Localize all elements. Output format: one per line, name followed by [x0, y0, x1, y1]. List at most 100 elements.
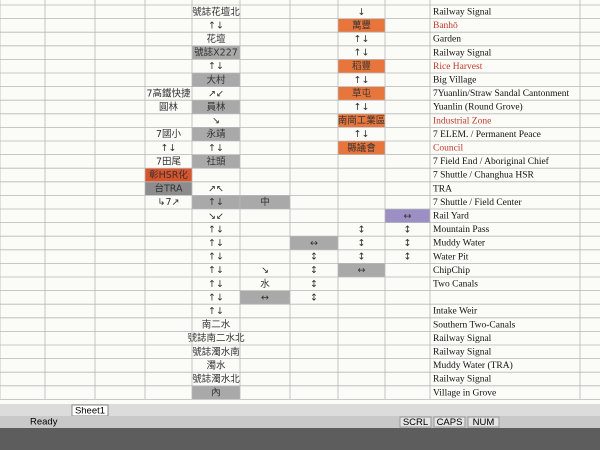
cell-text: ↕	[358, 252, 366, 263]
status-bar	[0, 416, 600, 428]
cell-text: ↔	[261, 292, 269, 303]
cell-text: Big Village	[433, 75, 476, 85]
cell-text: 縣議會	[347, 142, 376, 154]
cell-fill	[145, 181, 192, 196]
cell-text: Southern Two-Canals	[433, 320, 516, 330]
cell-fill	[192, 45, 240, 60]
cell-text: 員林	[206, 101, 226, 113]
cell-text: 號誌南二水北	[187, 332, 245, 344]
cell-fill	[338, 263, 385, 277]
cell-text: ↕	[358, 224, 366, 235]
cell-text: Muddy Water (TRA)	[433, 360, 513, 371]
cell-fill	[240, 290, 290, 305]
cell-text: ↔	[358, 265, 366, 276]
cell-text: ↕	[404, 224, 412, 235]
cell-text: 7Yuanlin/Straw Sandal Cantonment	[433, 89, 570, 99]
status-indicator: SCRL	[403, 417, 428, 428]
cell-text: TRA	[433, 184, 452, 194]
cell-text: ↑↓	[354, 129, 370, 140]
cell-text: Intake Weir	[433, 307, 478, 317]
status-indicator: CAPS	[437, 417, 463, 428]
sheet-tab-label[interactable]: Sheet1	[75, 406, 105, 417]
cell-text: 永靖	[206, 128, 226, 140]
cell-text: Railway Signal	[433, 48, 492, 58]
cell-text: ↕	[310, 252, 318, 263]
cell-text: 號誌X227	[194, 47, 238, 59]
cell-text: 草屯	[352, 87, 372, 99]
cell-text: 內	[211, 388, 221, 399]
cell-fill	[385, 209, 430, 223]
indicator-box	[433, 416, 466, 428]
cell-text: ↑↓	[354, 48, 370, 59]
cell-text: ↑↓	[208, 143, 224, 154]
cell-text: 水	[260, 278, 270, 290]
cell-text: 彰HSR化	[149, 169, 188, 181]
status-indicator: NUM	[473, 417, 495, 428]
cell-text: 號誌濁水南	[192, 346, 240, 358]
cell-text: 稻豐	[352, 60, 371, 72]
cell-text: 7高鐵快捷	[146, 87, 191, 99]
cell-text: ↕	[404, 252, 412, 263]
indicator-box	[399, 416, 432, 428]
cell-text: Village in Grove	[433, 388, 496, 398]
cell-text: 南崗工業區	[338, 115, 386, 127]
cell-fill	[338, 86, 385, 101]
cell-fill	[192, 127, 240, 141]
monitor-bezel	[0, 428, 600, 450]
cell-fill	[338, 18, 385, 33]
cell-text: ChipChip	[433, 266, 470, 276]
cell-text: ↘↙	[208, 211, 224, 222]
cell-text: ↑↓	[161, 143, 177, 154]
cell-text: ↑↓	[208, 265, 224, 276]
cell-fill	[192, 154, 240, 169]
cell-text: Mountain Pass	[433, 225, 490, 235]
cell-text: Water Pit	[433, 252, 469, 262]
cell-text: Railway Signal	[433, 375, 492, 385]
cell-text: 萬豐	[352, 19, 371, 31]
cell-text: ↑↓	[208, 252, 224, 263]
cell-text: ↑↓	[208, 306, 224, 317]
cell-text: Railway Signal	[433, 7, 492, 17]
cell-text: 南二水	[202, 319, 231, 331]
cell-text: ↑↓	[354, 102, 370, 113]
cell-text: ↕	[310, 292, 318, 303]
cell-fill	[192, 385, 240, 400]
cell-text: ↗↖	[208, 184, 224, 195]
cell-text: ↑↓	[208, 238, 224, 249]
cell-text: ↑↓	[208, 20, 224, 31]
cell-text: ↑↓	[208, 224, 224, 235]
cell-text: ↓	[358, 7, 366, 18]
cell-text: ↔	[310, 238, 318, 249]
cell-text: Rail Yard	[433, 211, 469, 221]
cell-text: Council	[433, 143, 463, 153]
cell-text: Railway Signal	[433, 334, 492, 344]
cell-text: ↘	[212, 116, 220, 127]
cell-text: ↑↓	[354, 75, 370, 86]
cell-text: Railway Signal	[433, 347, 492, 357]
cell-fill	[338, 113, 385, 128]
cell-text: ↗↙	[208, 88, 224, 99]
cell-text: ↔	[404, 211, 412, 222]
cell-text: 圓林	[159, 101, 179, 113]
cell-text: Garden	[433, 35, 461, 45]
cell-text: Banhō	[433, 21, 458, 31]
cell-text: 7國小	[156, 129, 182, 140]
sheet-area	[0, 0, 600, 404]
cell-text: 社頭	[206, 155, 226, 167]
cell-text: 台TRA	[154, 183, 183, 195]
cell-text: Rice Harvest	[433, 62, 483, 72]
cell-fill	[192, 100, 240, 114]
cell-text: 濁水	[206, 359, 226, 371]
cell-text: 7田尾	[156, 156, 181, 167]
cell-text: ↕	[404, 238, 412, 249]
cell-fill	[240, 195, 290, 209]
cell-text: ↑↓	[208, 279, 224, 290]
cell-text: Muddy Water	[433, 239, 486, 249]
cell-text: 大村	[206, 74, 226, 86]
cell-text: Industrial Zone	[433, 116, 491, 126]
cell-text: ↑↓	[208, 292, 224, 303]
cell-text: 7 ELEM. / Permanent Peace	[433, 130, 541, 140]
cell-fill	[192, 73, 240, 87]
